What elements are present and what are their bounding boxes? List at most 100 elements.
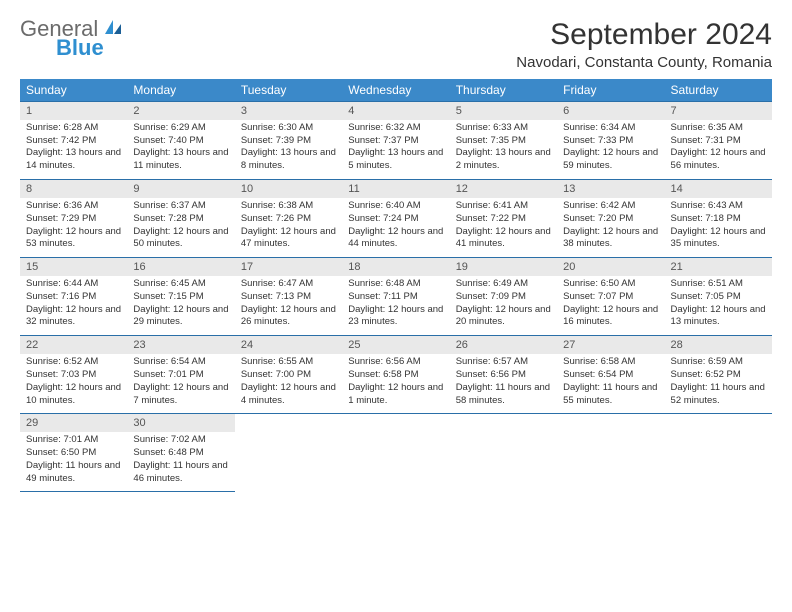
daylight-text: Daylight: 13 hours and 5 minutes. (348, 147, 443, 173)
daylight-text: Daylight: 12 hours and 50 minutes. (133, 226, 228, 252)
sunrise-text: Sunrise: 6:42 AM (563, 200, 658, 213)
day-number: 3 (235, 102, 342, 120)
daynum-row: 891011121314 (20, 180, 772, 198)
sunrise-text: Sunrise: 6:45 AM (133, 278, 228, 291)
sunrise-text: Sunrise: 6:52 AM (26, 356, 121, 369)
sunset-text: Sunset: 7:05 PM (671, 291, 766, 304)
sunset-text: Sunset: 7:00 PM (241, 369, 336, 382)
daylight-text: Daylight: 12 hours and 44 minutes. (348, 226, 443, 252)
sunrise-text: Sunrise: 6:57 AM (456, 356, 551, 369)
day-number: 27 (557, 336, 664, 354)
daynum-row: 2930 (20, 414, 772, 432)
sunrise-text: Sunrise: 6:41 AM (456, 200, 551, 213)
sunset-text: Sunset: 7:16 PM (26, 291, 121, 304)
daylight-text: Daylight: 12 hours and 26 minutes. (241, 304, 336, 330)
sunset-text: Sunset: 7:26 PM (241, 213, 336, 226)
daylight-text: Daylight: 11 hours and 49 minutes. (26, 460, 121, 486)
day-header: Tuesday (235, 79, 342, 102)
day-cell: Sunrise: 6:29 AMSunset: 7:40 PMDaylight:… (127, 120, 234, 180)
sunrise-text: Sunrise: 6:44 AM (26, 278, 121, 291)
sunrise-text: Sunrise: 6:58 AM (563, 356, 658, 369)
daylight-text: Daylight: 12 hours and 35 minutes. (671, 226, 766, 252)
day-number: 22 (20, 336, 127, 354)
day-number: 11 (342, 180, 449, 198)
daylight-text: Daylight: 11 hours and 52 minutes. (671, 382, 766, 408)
sunrise-text: Sunrise: 6:30 AM (241, 122, 336, 135)
day-cell: Sunrise: 6:38 AMSunset: 7:26 PMDaylight:… (235, 198, 342, 258)
empty-cell (557, 414, 664, 432)
day-number: 13 (557, 180, 664, 198)
day-cell: Sunrise: 6:56 AMSunset: 6:58 PMDaylight:… (342, 354, 449, 414)
day-number: 2 (127, 102, 234, 120)
sunrise-text: Sunrise: 6:56 AM (348, 356, 443, 369)
day-header: Saturday (665, 79, 772, 102)
sunset-text: Sunset: 6:58 PM (348, 369, 443, 382)
empty-cell (342, 414, 449, 432)
daylight-text: Daylight: 12 hours and 4 minutes. (241, 382, 336, 408)
daylight-text: Daylight: 12 hours and 41 minutes. (456, 226, 551, 252)
sunset-text: Sunset: 7:29 PM (26, 213, 121, 226)
day-cell: Sunrise: 6:45 AMSunset: 7:15 PMDaylight:… (127, 276, 234, 336)
daylight-text: Daylight: 13 hours and 11 minutes. (133, 147, 228, 173)
day-cell: Sunrise: 6:34 AMSunset: 7:33 PMDaylight:… (557, 120, 664, 180)
sunrise-text: Sunrise: 6:54 AM (133, 356, 228, 369)
day-cell: Sunrise: 6:54 AMSunset: 7:01 PMDaylight:… (127, 354, 234, 414)
data-row: Sunrise: 6:28 AMSunset: 7:42 PMDaylight:… (20, 120, 772, 180)
sunrise-text: Sunrise: 6:55 AM (241, 356, 336, 369)
sunset-text: Sunset: 7:20 PM (563, 213, 658, 226)
day-header: Sunday (20, 79, 127, 102)
sunset-text: Sunset: 7:28 PM (133, 213, 228, 226)
day-number: 9 (127, 180, 234, 198)
sunrise-text: Sunrise: 6:35 AM (671, 122, 766, 135)
daylight-text: Daylight: 12 hours and 59 minutes. (563, 147, 658, 173)
day-header: Wednesday (342, 79, 449, 102)
day-number: 30 (127, 414, 234, 432)
header: General Blue September 2024 Navodari, Co… (20, 18, 772, 71)
day-cell: Sunrise: 6:55 AMSunset: 7:00 PMDaylight:… (235, 354, 342, 414)
sunrise-text: Sunrise: 7:01 AM (26, 434, 121, 447)
data-row: Sunrise: 6:44 AMSunset: 7:16 PM Daylight:… (20, 276, 772, 336)
daylight-text: Daylight: 13 hours and 14 minutes. (26, 147, 121, 173)
day-cell: Sunrise: 6:36 AMSunset: 7:29 PMDaylight:… (20, 198, 127, 258)
empty-cell (342, 432, 449, 492)
day-header: Thursday (450, 79, 557, 102)
daylight-text: Daylight: 12 hours and 16 minutes. (563, 304, 658, 330)
sunrise-text: Sunrise: 6:40 AM (348, 200, 443, 213)
day-cell: Sunrise: 6:30 AMSunset: 7:39 PMDaylight:… (235, 120, 342, 180)
day-number: 25 (342, 336, 449, 354)
sunset-text: Sunset: 6:52 PM (671, 369, 766, 382)
day-cell: Sunrise: 6:49 AMSunset: 7:09 PMDaylight:… (450, 276, 557, 336)
sunrise-text: Sunrise: 6:29 AM (133, 122, 228, 135)
sunrise-text: Sunrise: 6:36 AM (26, 200, 121, 213)
sunset-text: Sunset: 6:54 PM (563, 369, 658, 382)
sunrise-text: Sunrise: 6:49 AM (456, 278, 551, 291)
sunrise-text: Sunrise: 7:02 AM (133, 434, 228, 447)
sunset-text: Sunset: 7:37 PM (348, 135, 443, 148)
daylight-text: Daylight: 12 hours and 7 minutes. (133, 382, 228, 408)
day-number: 8 (20, 180, 127, 198)
day-number: 21 (665, 258, 772, 276)
daynum-row: 22232425262728 (20, 336, 772, 354)
sunrise-text: Sunrise: 6:37 AM (133, 200, 228, 213)
day-number: 14 (665, 180, 772, 198)
day-header: Friday (557, 79, 664, 102)
sunset-text: Sunset: 7:09 PM (456, 291, 551, 304)
daylight-text: Daylight: 11 hours and 46 minutes. (133, 460, 228, 486)
sunset-text: Sunset: 7:35 PM (456, 135, 551, 148)
day-cell: Sunrise: 7:02 AMSunset: 6:48 PMDaylight:… (127, 432, 234, 492)
sunset-text: Sunset: 7:22 PM (456, 213, 551, 226)
data-row: Sunrise: 6:36 AMSunset: 7:29 PM Daylight:… (20, 198, 772, 258)
logo-sail-icon (103, 18, 123, 41)
day-cell: Sunrise: 6:51 AMSunset: 7:05 PMDaylight:… (665, 276, 772, 336)
sunset-text: Sunset: 6:50 PM (26, 447, 121, 460)
sunset-text: Sunset: 7:13 PM (241, 291, 336, 304)
daylight-text: Daylight: 12 hours and 29 minutes. (133, 304, 228, 330)
sunset-text: Sunset: 7:42 PM (26, 135, 121, 148)
empty-cell (665, 432, 772, 492)
daylight-text: Daylight: 12 hours and 13 minutes. (671, 304, 766, 330)
daylight-text: Daylight: 12 hours and 20 minutes. (456, 304, 551, 330)
day-number: 17 (235, 258, 342, 276)
daylight-text: Daylight: 13 hours and 2 minutes. (456, 147, 551, 173)
day-cell: Sunrise: 6:43 AMSunset: 7:18 PMDaylight:… (665, 198, 772, 258)
daylight-text: Daylight: 13 hours and 8 minutes. (241, 147, 336, 173)
